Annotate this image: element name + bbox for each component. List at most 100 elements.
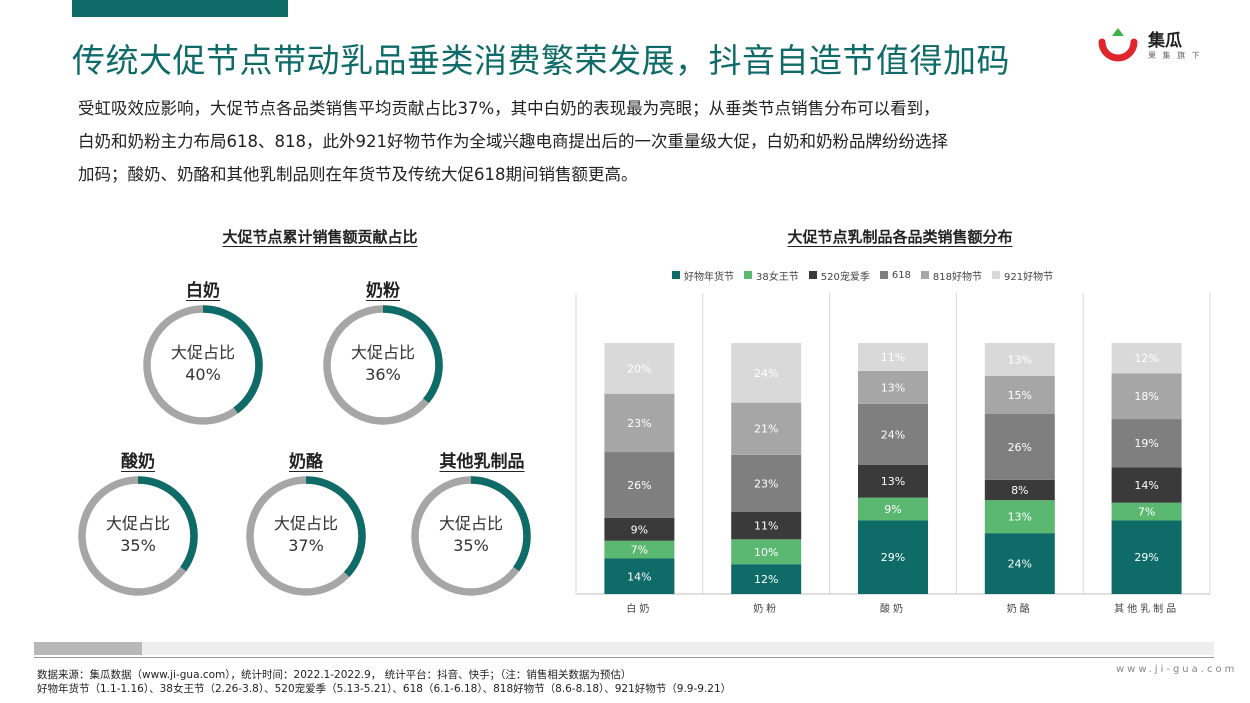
donut-value-label: 37% — [288, 536, 324, 555]
donut-value-arc — [246, 476, 366, 596]
bar-segment — [984, 533, 1055, 594]
legend-swatch — [920, 271, 929, 279]
site-url: www.ji-gua.com — [1116, 664, 1238, 675]
donut-value-arc — [411, 476, 531, 596]
bar-data-label: 23% — [627, 417, 651, 430]
x-tick-label: 奶粉 — [753, 602, 779, 615]
donut-value-label: 35% — [120, 536, 156, 555]
legend-swatch — [808, 271, 817, 279]
bar-chart-title: 大促节点乳制品各品类销售额分布 — [787, 228, 1013, 246]
bar-data-label: 24% — [754, 367, 778, 380]
stacked-bar-chart: 14% 7% 9% 26% 23% 20% 白奶 12% 10% 11% 23% 21% 24% 奶粉 29… — [575, 293, 1211, 615]
donut-category-label: 其他乳制品 — [439, 452, 525, 472]
donut-value-label: 40% — [185, 365, 221, 384]
donut-chart — [411, 476, 531, 596]
donut-value-label: 36% — [365, 365, 401, 384]
legend-item: 38女王节 — [744, 268, 799, 283]
donut-chart — [78, 476, 198, 596]
bar-segment — [1111, 373, 1182, 420]
bar-segment — [858, 464, 928, 498]
bar-segment — [984, 500, 1055, 534]
bar-data-label: 8% — [1011, 484, 1028, 497]
donut-center-label: 大促占比 — [105, 514, 170, 533]
bar-segment — [731, 343, 802, 403]
bar-segment — [731, 511, 802, 540]
bar-data-label: 11% — [881, 351, 905, 364]
donut-category-label: 酸奶 — [121, 452, 155, 472]
bar-data-label: 20% — [627, 362, 651, 375]
top-accent-bar — [72, 0, 288, 17]
legend-item: 好物年货节 — [672, 268, 734, 283]
legend-label: 818好物节 — [932, 271, 983, 283]
legend-item: 921好物节 — [992, 268, 1053, 283]
bar-data-label: 24% — [1008, 558, 1032, 571]
bar-data-label: 21% — [754, 423, 778, 436]
legend-item: 520宠爱季 — [808, 268, 870, 283]
bar-segment — [731, 539, 802, 565]
description-paragraph: 受虹吸效应影响，大促节点各品类销售平均贡献占比37%，其中白奶的表现最为亮眼；从… — [78, 92, 1188, 191]
bar-data-label: 9% — [631, 523, 648, 536]
x-tick-label: 奶酪 — [1007, 602, 1033, 615]
donut-center-label: 大促占比 — [438, 514, 503, 533]
bar-data-label: 13% — [881, 381, 905, 394]
bar-segment — [984, 375, 1055, 414]
bar-data-label: 12% — [1134, 352, 1158, 365]
donut-value-arc — [143, 305, 263, 425]
bar-segment — [858, 403, 928, 465]
bar-segment — [731, 564, 802, 594]
legend-label: 好物年货节 — [684, 271, 734, 283]
bar-segment — [604, 452, 675, 518]
bar-segment — [604, 393, 675, 453]
bar-segment — [604, 343, 675, 394]
donut-center-label: 大促占比 — [273, 514, 338, 533]
donut-category-label: 白奶 — [186, 281, 220, 301]
bar-data-label: 9% — [884, 503, 901, 516]
bar-data-label: 13% — [1008, 511, 1032, 524]
legend-swatch — [992, 271, 1001, 279]
donut-center-text: 大促占比 36% — [333, 342, 433, 386]
bar-data-label: 14% — [1134, 479, 1158, 492]
legend-label: 38女王节 — [756, 271, 799, 283]
bar-segment — [858, 370, 928, 404]
bar-data-label: 10% — [754, 546, 778, 559]
legend-item: 618 — [879, 269, 911, 281]
brand-logo: 集瓜 果 集 旗 下 — [1098, 22, 1228, 70]
bar-segment — [604, 558, 675, 594]
donut-center-label: 大促占比 — [170, 343, 235, 362]
description-line: 受虹吸效应影响，大促节点各品类销售平均贡献占比37%，其中白奶的表现最为亮眼；从… — [78, 99, 940, 118]
bar-segment — [604, 540, 675, 559]
description-line: 加码；酸奶、奶酪和其他乳制品则在年货节及传统大促618期间销售额更高。 — [78, 165, 638, 184]
donut-value-arc — [78, 476, 198, 596]
bar-segment — [604, 517, 675, 541]
bar-segment — [858, 520, 928, 594]
bar-data-label: 13% — [1008, 353, 1032, 366]
donut-chart — [323, 305, 443, 425]
bar-segment — [984, 343, 1055, 376]
footnote-source: 数据来源：集瓜数据（www.ji-gua.com），统计时间：2022.1-20… — [37, 669, 632, 681]
donut-center-label: 大促占比 — [350, 343, 415, 362]
brand-logo-icon — [1098, 28, 1138, 62]
donut-center-text: 大促占比 35% — [88, 513, 188, 557]
bar-data-label: 11% — [754, 520, 778, 533]
bar-segment — [1111, 502, 1182, 521]
donut-center-text: 大促占比 35% — [421, 513, 521, 557]
donut-value-arc — [323, 305, 443, 425]
bar-data-label: 18% — [1134, 390, 1158, 403]
legend-item: 818好物节 — [920, 268, 983, 283]
x-tick-label: 其他乳制品 — [1114, 602, 1179, 615]
bar-data-label: 15% — [1008, 389, 1032, 402]
bar-segment — [1111, 467, 1182, 503]
donut-value-label: 35% — [453, 536, 489, 555]
footer-divider — [34, 657, 1214, 658]
brand-subtitle: 果 集 旗 下 — [1148, 51, 1202, 60]
bar-data-label: 26% — [1008, 441, 1032, 454]
bar-segment — [1111, 520, 1182, 594]
bar-segment — [731, 454, 802, 512]
bar-data-label: 24% — [881, 428, 905, 441]
legend-label: 618 — [891, 269, 911, 281]
donut-chart — [143, 305, 263, 425]
donut-chart — [246, 476, 366, 596]
bar-segment — [1111, 419, 1182, 468]
bar-data-label: 26% — [627, 479, 651, 492]
donut-center-text: 大促占比 40% — [153, 342, 253, 386]
